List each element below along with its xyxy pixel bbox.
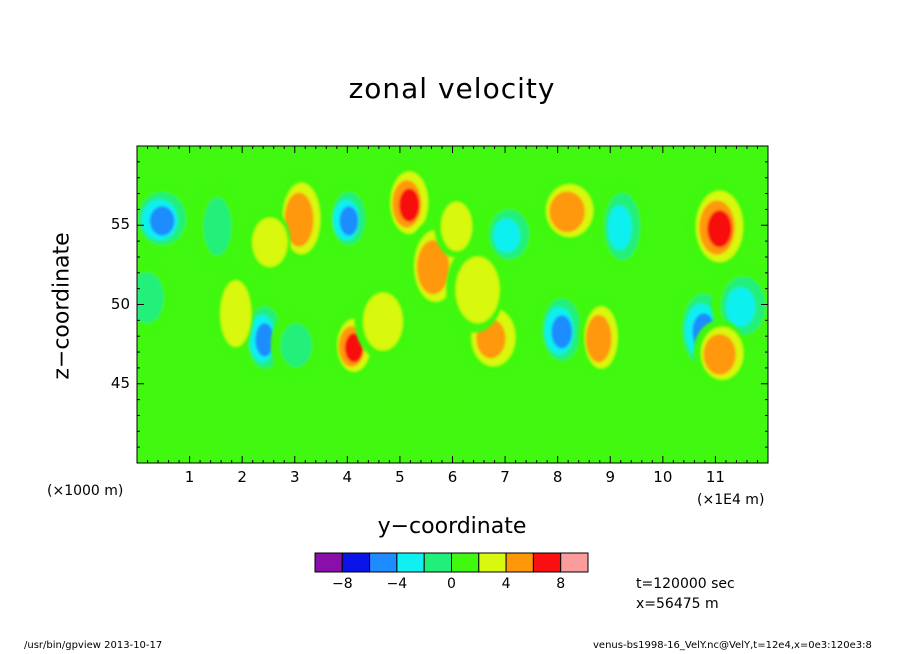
colorbar-swatch [341,552,371,573]
colorbar-tick-label: −8 [331,576,353,592]
field-texture [380,381,473,418]
colorbar-swatch [314,552,343,573]
contour-band [455,256,500,323]
field-texture [529,429,638,463]
field-feature [596,181,643,270]
field-feature [244,209,291,274]
colorbar-swatch [423,552,453,573]
colorbar-tick-label: 4 [501,576,511,592]
colorbar-swatch [369,552,398,573]
field-feature [538,177,597,242]
x-tick-label: 3 [289,468,300,486]
contour-band [551,315,573,349]
contour-band [280,323,312,367]
contour-band [441,201,473,252]
x-tick-label: 6 [447,468,458,486]
field-feature [137,185,189,250]
footer-right: venus-bs1998-16_VelY.nc@VelY,t=12e4,x=0e… [593,640,872,651]
y-tick-label: 55 [110,215,130,234]
chart-title: zonal velocity [348,72,556,105]
field-feature [480,201,533,266]
field-feature [688,181,747,270]
footer-left: /usr/bin/gpview 2013-10-17 [24,640,163,651]
field-feature [194,181,235,270]
field-texture [703,419,768,444]
colorbar-swatch [478,552,507,573]
colorbar-tick-label: 8 [556,576,566,592]
field-feature [578,298,619,375]
x-tick-label: 5 [395,468,405,486]
field-texture [406,151,499,188]
contour-band [493,218,521,253]
field-texture [177,165,254,190]
contour-band [149,206,175,236]
colorbar-tick-label: −4 [386,576,408,592]
contour-band [707,210,732,248]
x-tick-label: 10 [653,468,673,486]
field-texture [151,429,228,463]
y-axis-label: z−coordinate [49,232,75,380]
x-tick-label: 7 [500,468,510,486]
x-tick-label: 2 [237,468,247,486]
field-feature [137,258,170,335]
contour-band [220,280,252,347]
axis-ticks [137,146,768,463]
contour-band [585,314,612,363]
field-feature [693,320,746,385]
colorbar [314,552,589,573]
contour-band [416,240,450,295]
contour-band [363,292,403,351]
field-feature [536,290,583,367]
field-feature [213,268,254,357]
colorbar-swatch [560,552,589,573]
contour-band [703,334,736,375]
field-feature [434,193,475,258]
field-texture [582,165,691,190]
colorbar-swatch [396,552,425,573]
x-tick-label: 8 [552,468,563,486]
contour-band [725,287,756,327]
colorbar-swatch [505,552,534,573]
field-feature [354,282,407,359]
plot-area [137,146,768,463]
contour-band [607,205,632,250]
field-feature [270,312,317,377]
field-feature [326,185,367,250]
x-tick-label: 1 [184,468,195,486]
time-info: t=120000 sec [636,576,735,592]
y-tick-label: 45 [110,373,130,392]
contour-band [284,192,314,247]
x-axis-unit-left: (×1000 m) [47,483,124,499]
colorbar-swatch [532,552,562,573]
contour-band [203,197,231,256]
field-feature [383,163,430,240]
contour-band [398,188,420,222]
contour-band [549,191,586,233]
position-info: x=56475 m [636,596,719,612]
field-feature [446,244,505,333]
x-tick-label: 9 [605,468,616,486]
colorbar-tick-label: 0 [447,576,456,592]
x-axis-unit-right: (×1E4 m) [697,492,765,508]
contour-band [137,272,164,323]
contour-band [252,217,288,267]
colorbar-swatch [451,552,480,573]
x-axis-label: y−coordinate [377,514,527,539]
field-texture [327,427,420,452]
y-tick-label: 50 [110,294,130,313]
contour-band [255,323,275,357]
x-tick-label: 11 [705,468,725,486]
x-tick-label: 4 [342,468,353,486]
contour-band [339,206,359,236]
